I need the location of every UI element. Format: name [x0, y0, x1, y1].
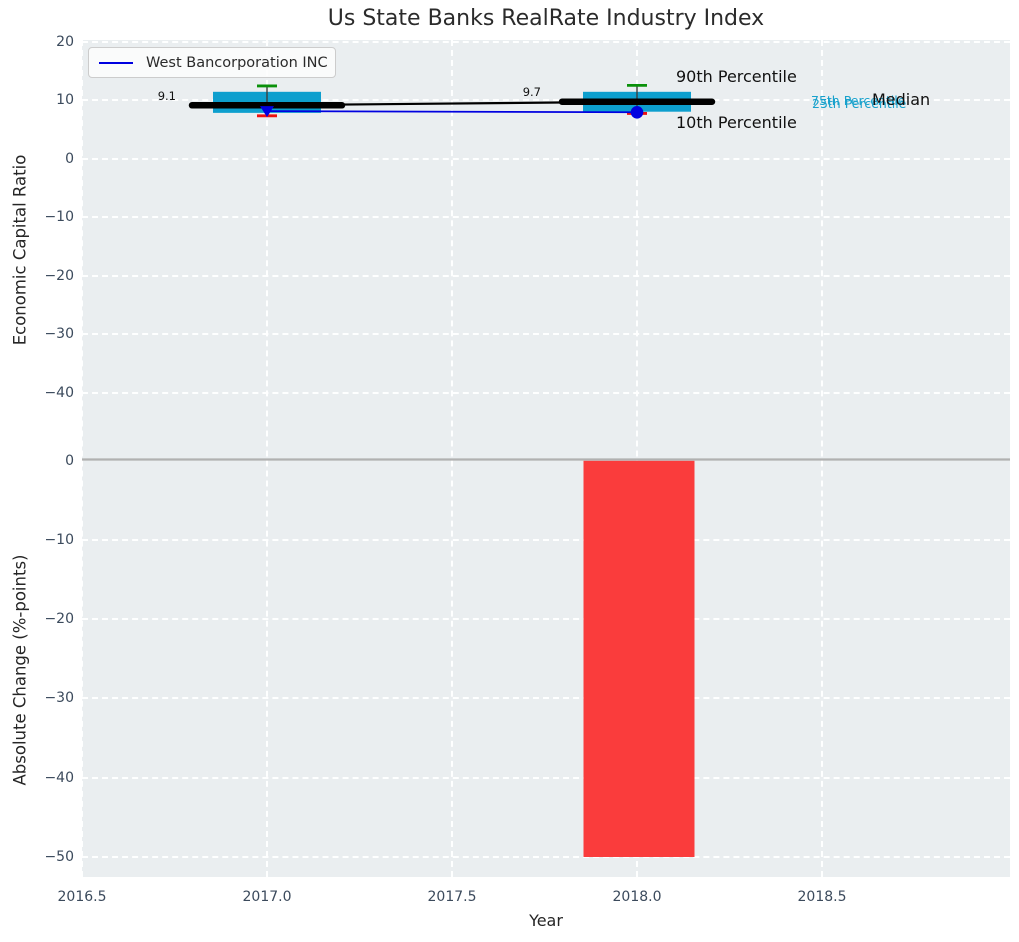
chart-title: Us State Banks RealRate Industry Index [82, 6, 1010, 31]
x-tick-label: 2017.5 [417, 889, 487, 905]
gridline-h-bottom [82, 539, 1010, 541]
gridline-h-bottom [82, 697, 1010, 699]
y-tick-label-bottom: −50 [28, 848, 74, 866]
y-tick-label-top: −10 [28, 208, 74, 226]
y-tick-label-bottom: −30 [28, 689, 74, 707]
y-tick-label-top: −40 [28, 384, 74, 402]
gridline-v [451, 40, 453, 877]
y-tick-label-top: 20 [28, 33, 74, 51]
x-axis-label: Year [82, 911, 1010, 930]
gridline-h-top [82, 216, 1010, 218]
y-tick-label-top: −30 [28, 325, 74, 343]
annotation-10th-percentile: 10th Percentile [676, 113, 797, 132]
gridline-h-top [82, 41, 1010, 43]
y-axis-label-top: Economic Capital Ratio [11, 155, 30, 346]
y-tick-label-top: −20 [28, 267, 74, 285]
x-tick-label: 2018.0 [602, 889, 672, 905]
gridline-h-top [82, 158, 1010, 160]
gridline-v [821, 40, 823, 877]
x-tick-label: 2017.0 [232, 889, 302, 905]
gridline-h-bottom [82, 777, 1010, 779]
figure: Us State Banks RealRate Industry Index E… [0, 0, 1019, 942]
gridline-v [636, 40, 638, 877]
axes-bottom-background [82, 459, 1010, 877]
median-value-2018: 9.7 [505, 85, 541, 99]
x-tick-label: 2016.5 [47, 889, 117, 905]
gridline-h-top [82, 333, 1010, 335]
gridline-h-top [82, 275, 1010, 277]
y-tick-label-top: 10 [28, 91, 74, 109]
gridline-v [266, 40, 268, 877]
x-tick-label: 2018.5 [787, 889, 857, 905]
annotation-median: Median [872, 90, 930, 109]
y-tick-label-bottom: −20 [28, 610, 74, 628]
gridline-h-bottom [82, 618, 1010, 620]
legend: West Bancorporation INC [88, 47, 336, 78]
gridline-h-top [82, 392, 1010, 394]
gridline-h-bottom [82, 856, 1010, 858]
y-tick-label-bottom: −40 [28, 769, 74, 787]
y-tick-label-bottom: 0 [28, 452, 74, 470]
gridline-v [81, 40, 83, 877]
y-axis-label-bottom: Absolute Change (%-points) [11, 555, 30, 786]
legend-label: West Bancorporation INC [146, 55, 328, 71]
legend-line-sample [99, 62, 133, 64]
annotation-90th-percentile: 90th Percentile [676, 67, 797, 86]
y-tick-label-top: 0 [28, 150, 74, 168]
median-value-2017: 9.1 [140, 89, 176, 103]
y-tick-label-bottom: −10 [28, 531, 74, 549]
